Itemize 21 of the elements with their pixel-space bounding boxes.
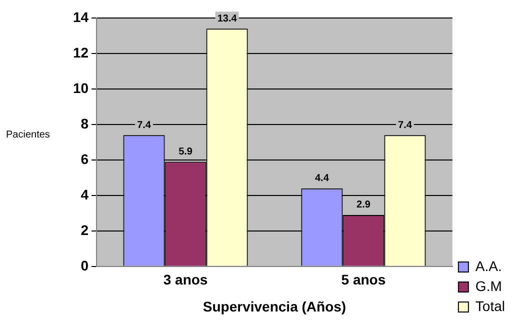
data-label: 7.4 [137, 120, 152, 131]
y-tick-label: 10 [72, 80, 89, 96]
y-tick-label: 14 [72, 8, 89, 25]
data-label: 4.4 [314, 173, 330, 184]
y-tick-label: 4 [80, 186, 89, 202]
data-label: 13.4 [217, 13, 238, 24]
x-tick-label: 5 anos [341, 272, 386, 288]
x-axis-title: Supervivencia (Años) [202, 298, 346, 314]
y-tick-label: 2 [80, 222, 89, 238]
y-tick-label: 6 [80, 150, 89, 167]
legend-label: A.A. [475, 258, 502, 274]
y-tick-label: 8 [80, 115, 89, 132]
y-tick-label: 0 [80, 257, 89, 274]
legend-label: Total [475, 298, 506, 314]
y-axis-title: Pacientes [6, 130, 50, 140]
x-tick-label: 3 anos [163, 272, 208, 288]
data-label: 5.9 [178, 146, 193, 158]
data-label: 7.4 [398, 120, 412, 131]
y-tick-label: 12 [72, 44, 89, 60]
legend-label: G.M [475, 278, 502, 294]
data-label: 2.9 [356, 200, 371, 211]
